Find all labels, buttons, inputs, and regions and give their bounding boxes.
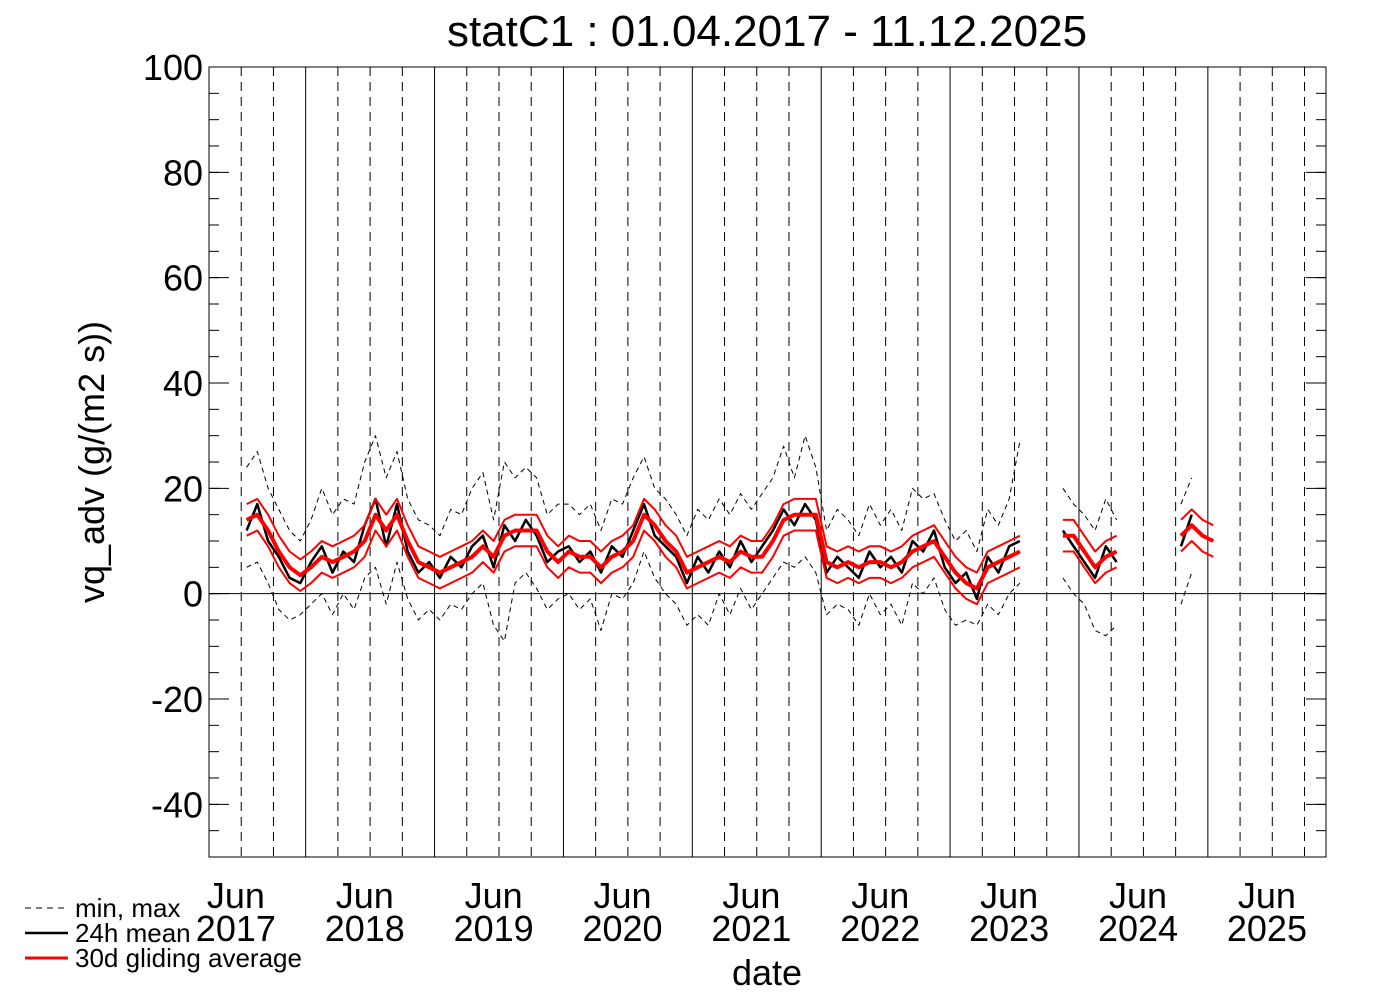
x-tick-label: Jun 2019 xyxy=(454,875,534,949)
y-tick-label: 60 xyxy=(163,258,203,299)
chart-title: statC1 : 01.04.2017 - 11.12.2025 xyxy=(447,7,1087,56)
x-tick-label: Jun 2025 xyxy=(1227,875,1307,949)
series-line xyxy=(246,551,1193,642)
legend-label: 30d gliding average xyxy=(75,943,302,973)
y-tick-label: -40 xyxy=(151,784,203,825)
x-tick-label: Jun 2024 xyxy=(1098,875,1178,949)
y-tick-label: 40 xyxy=(163,363,203,404)
y-tick-label: 0 xyxy=(183,574,203,615)
x-tick-label: Jun 2021 xyxy=(711,875,791,949)
y-tick-label: -20 xyxy=(151,679,203,720)
x-tick-label: Jun 2022 xyxy=(840,875,920,949)
x-tick-label: Jun 2017 xyxy=(196,875,276,949)
y-tick-label: 100 xyxy=(143,47,203,88)
y-tick-label: 80 xyxy=(163,152,203,193)
series-line xyxy=(246,529,1214,606)
x-tick-label: Jun 2020 xyxy=(582,875,662,949)
series-line xyxy=(246,435,1193,552)
y-axis-title: vq_adv (g/(m2 s)) xyxy=(71,321,112,603)
x-tick-label: Jun 2023 xyxy=(969,875,1049,949)
legend-label: min, max xyxy=(75,893,180,923)
x-axis-title: date xyxy=(732,952,802,992)
plot-frame xyxy=(208,66,1327,858)
legend-label: 24h mean xyxy=(75,918,191,948)
y-tick-label: 20 xyxy=(163,468,203,509)
series-line xyxy=(245,497,1193,601)
series-line xyxy=(245,512,1215,591)
series-line xyxy=(246,497,1214,574)
x-tick-label: Jun 2018 xyxy=(325,875,405,949)
